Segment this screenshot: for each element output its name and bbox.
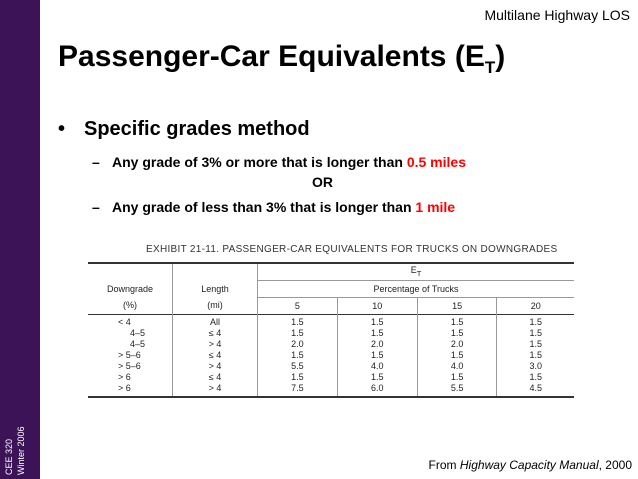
subpoint-text: Any grade of 3% or more that is longer t… [112,154,407,170]
course-code: CEE 320 [4,438,14,475]
table-row: 4–5 > 4 2.0 2.0 2.0 1.5 [88,339,574,350]
exhibit-image: EXHIBIT 21-11. PASSENGER-CAR EQUIVALENTS… [88,238,574,440]
subpoint-highlight: 1 mile [415,199,456,215]
dash-icon: – [92,199,100,215]
source-book: Highway Capacity Manual [459,458,599,472]
table-row: > 5–6 > 4 5.5 4.0 4.0 3.0 [88,361,574,372]
sidebar: CEE 320 Winter 2006 [0,0,40,479]
dash-icon: – [92,154,100,170]
bullet-point: • Specific grades method [58,118,310,141]
col-header: 20 [496,297,574,315]
col-header: 5 [257,297,338,315]
subpoint-2: – Any grade of less than 3% that is longe… [92,199,455,215]
bullet-text: Specific grades method [84,118,310,140]
table-row: 4–5 ≤ 4 1.5 1.5 1.5 1.5 [88,328,574,339]
source-citation: From Highway Capacity Manual, 2000 [428,458,632,472]
downgrade-header: Downgrade [106,283,154,294]
table-row: < 4 All 1.5 1.5 1.5 1.5 [88,314,574,328]
table-row: > 6 > 4 7.5 6.0 5.5 4.5 [88,383,574,398]
subpoint-1: – Any grade of 3% or more that is longer … [92,154,466,170]
course-term: Winter 2006 [16,426,26,475]
exhibit-caption: EXHIBIT 21-11. PASSENGER-CAR EQUIVALENTS… [146,244,558,255]
table-row: > 6 ≤ 4 1.5 1.5 1.5 1.5 [88,372,574,383]
subpoint-text: Any grade of less than 3% that is longer… [112,199,416,215]
title-subscript: T [484,58,496,77]
sidebar-course-info: CEE 320 Winter 2006 [2,395,38,475]
pce-table: ET Downgrade Length Percentage of Trucks… [88,262,574,398]
length-header: Length [172,280,258,298]
subpoint-highlight: 0.5 miles [406,154,466,170]
length-unit: (mi) [172,297,258,315]
table-row: > 5–6 ≤ 4 1.5 1.5 1.5 1.5 [88,350,574,361]
or-label: OR [312,174,333,190]
col-header: 15 [416,297,497,315]
percentage-header: Percentage of Trucks [257,280,574,298]
et-header: ET [257,262,574,281]
header-label: Multilane Highway LOS [484,7,630,23]
title-main: Passenger-Car Equivalents (E [58,40,485,73]
col-header: 10 [336,297,418,315]
title-close: ) [495,40,506,73]
slide-title: Passenger-Car Equivalents (ET) [58,40,505,78]
bullet-icon: • [58,118,66,140]
downgrade-unit: (%) [123,300,137,311]
